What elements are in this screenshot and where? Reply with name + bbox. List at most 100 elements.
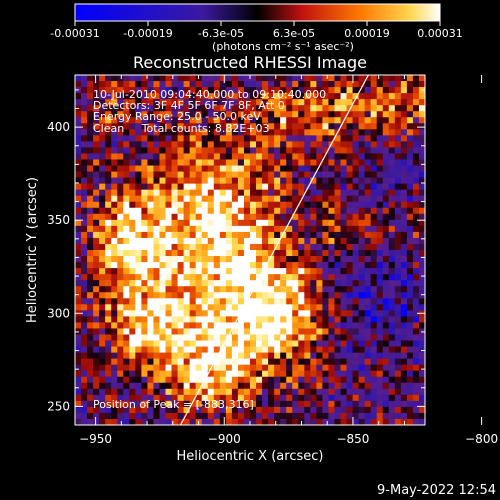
heatmap-cell: [207, 93, 215, 100]
heatmap-cell: [147, 400, 154, 408]
heatmap-cell: [117, 141, 124, 148]
heatmap-cell: [141, 262, 148, 269]
heatmap-cell: [400, 256, 408, 263]
heatmap-cell: [382, 322, 390, 329]
heatmap-cell: [382, 388, 390, 396]
heatmap-cell: [207, 237, 215, 245]
heatmap-cell: [406, 207, 414, 215]
heatmap-cell: [141, 171, 148, 178]
heatmap-cell: [165, 292, 172, 299]
heatmap-cell: [262, 340, 269, 347]
heatmap-cell: [292, 370, 299, 378]
heatmap-cell: [195, 153, 203, 160]
heatmap-cell: [346, 111, 353, 118]
heatmap-cell: [316, 99, 323, 106]
heatmap-cell: [346, 280, 353, 287]
heatmap-cell: [219, 225, 227, 233]
heatmap-cell: [388, 310, 396, 317]
heatmap-cell: [243, 310, 251, 317]
heatmap-cell: [358, 268, 366, 275]
heatmap-cell: [135, 406, 142, 414]
heatmap-cell: [298, 117, 305, 124]
heatmap-cell: [129, 195, 136, 203]
heatmap-cell: [418, 412, 425, 420]
heatmap-cell: [165, 322, 172, 329]
heatmap-cell: [328, 298, 335, 305]
heatmap-cell: [195, 117, 203, 124]
heatmap-cell: [225, 171, 233, 178]
heatmap-cell: [394, 93, 402, 100]
heatmap-cell: [111, 231, 118, 239]
heatmap-cell: [280, 358, 287, 366]
heatmap-cell: [81, 358, 88, 366]
heatmap-cell: [141, 412, 148, 420]
heatmap-cell: [388, 81, 396, 88]
heatmap-cell: [292, 304, 299, 311]
heatmap-cell: [129, 352, 136, 360]
heatmap-cell: [364, 177, 372, 185]
heatmap-cell: [352, 328, 360, 335]
heatmap-cell: [322, 418, 329, 425]
heatmap-cell: [328, 195, 335, 203]
heatmap-cell: [418, 135, 425, 142]
heatmap-cell: [370, 418, 378, 425]
heatmap-cell: [334, 111, 341, 118]
heatmap-cell: [99, 99, 106, 106]
heatmap-cell: [99, 364, 106, 372]
heatmap-cell: [412, 316, 420, 323]
heatmap-cell: [394, 412, 402, 420]
heatmap-cell: [388, 201, 396, 209]
heatmap-cell: [207, 147, 215, 154]
heatmap-cell: [183, 262, 191, 269]
heatmap-cell: [262, 250, 269, 257]
heatmap-cell: [117, 256, 124, 263]
heatmap-cell: [225, 129, 233, 136]
heatmap-cell: [394, 406, 402, 414]
heatmap-cell: [99, 243, 106, 251]
heatmap-cell: [75, 274, 82, 281]
heatmap-cell: [207, 418, 215, 425]
heatmap-cell: [274, 231, 281, 239]
heatmap-cell: [280, 195, 287, 203]
heatmap-cell: [352, 171, 360, 178]
heatmap-cell: [406, 304, 414, 311]
heatmap-cell: [237, 340, 245, 347]
heatmap-cell: [75, 364, 82, 372]
heatmap-cell: [213, 183, 221, 191]
heatmap-cell: [225, 340, 233, 347]
heatmap-cell: [153, 382, 160, 390]
heatmap-cell: [87, 280, 94, 287]
heatmap-cell: [418, 153, 425, 160]
heatmap-cell: [237, 159, 245, 166]
heatmap-cell: [213, 243, 221, 251]
heatmap-cell: [370, 310, 378, 317]
heatmap-cell: [250, 394, 257, 402]
heatmap-cell: [280, 352, 287, 360]
heatmap-cell: [376, 201, 384, 209]
heatmap-cell: [292, 322, 299, 329]
heatmap-cell: [292, 328, 299, 335]
heatmap-cell: [111, 189, 118, 197]
heatmap-cell: [219, 304, 227, 311]
heatmap-cell: [135, 310, 142, 317]
heatmap-cell: [280, 346, 287, 353]
heatmap-cell: [280, 105, 287, 112]
heatmap-cell: [322, 346, 329, 353]
heatmap-cell: [75, 256, 82, 263]
heatmap-cell: [87, 286, 94, 293]
heatmap-cell: [111, 117, 118, 124]
heatmap-cell: [412, 93, 420, 100]
heatmap-cell: [243, 304, 251, 311]
heatmap-cell: [129, 346, 136, 353]
heatmap-cell: [183, 213, 191, 221]
heatmap-cell: [141, 382, 148, 390]
heatmap-cell: [195, 394, 203, 402]
heatmap-cell: [340, 93, 347, 100]
heatmap-cell: [346, 183, 353, 191]
heatmap-cell: [316, 280, 323, 287]
heatmap-cell: [340, 400, 347, 408]
heatmap-cell: [153, 370, 160, 378]
heatmap-cell: [352, 388, 360, 396]
heatmap-cell: [400, 225, 408, 233]
heatmap-cell: [310, 165, 317, 172]
